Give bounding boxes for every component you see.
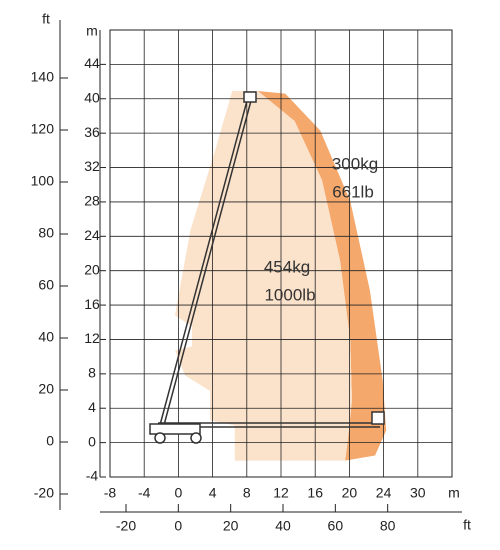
zone-label-imperial: 661lb — [332, 182, 374, 201]
x-tick-label: 4 — [209, 485, 217, 501]
x-tick-label: 8 — [243, 485, 251, 501]
x-tick-label: 12 — [273, 485, 289, 501]
x2-tick-label: -20 — [116, 518, 136, 534]
y2-tick-label: 20 — [38, 381, 54, 397]
y-tick-label: 0 — [88, 433, 96, 449]
y2-tick-label: 120 — [31, 121, 55, 137]
zone-label-imperial: 1000lb — [264, 285, 315, 304]
plot-border — [109, 29, 453, 478]
y2-tick-label: 140 — [31, 69, 55, 85]
x-tick-label: 30 — [410, 485, 426, 501]
x-tick-label: 16 — [307, 485, 323, 501]
x2-tick-label: 20 — [223, 518, 239, 534]
y-tick-label: 36 — [84, 124, 100, 140]
y2-tick-label: 0 — [46, 433, 54, 449]
y2-tick-label: -20 — [34, 485, 54, 501]
boom-lift — [149, 91, 385, 444]
y-tick-label: 8 — [88, 365, 96, 381]
y-tick-label: 24 — [84, 227, 100, 243]
load-zone — [257, 91, 387, 461]
x2-tick-label: 40 — [275, 518, 291, 534]
y-tick-label: -4 — [86, 468, 99, 484]
zone-label: 454kg — [264, 257, 310, 276]
x-tick-label: -4 — [138, 485, 151, 501]
y2-tick-label: 100 — [31, 173, 55, 189]
y-tick-label: 12 — [84, 330, 100, 346]
y2-tick-label: 80 — [38, 225, 54, 241]
x2-unit: ft — [463, 517, 471, 533]
y-unit: m — [86, 23, 98, 39]
zones — [174, 91, 387, 461]
x-tick-label: 0 — [175, 485, 183, 501]
y-tick-label: 16 — [84, 296, 100, 312]
y2-tick-label: 60 — [38, 277, 54, 293]
y-tick-label: 28 — [84, 193, 100, 209]
y-tick-label: 20 — [84, 261, 100, 277]
x2-tick-label: 80 — [380, 518, 396, 534]
zone-label: 300kg — [332, 154, 378, 173]
y-tick-label: 32 — [84, 158, 100, 174]
y-tick-label: 40 — [84, 89, 100, 105]
y2-tick-label: 40 — [38, 329, 54, 345]
x2-tick-label: 60 — [328, 518, 344, 534]
y2-unit: ft — [42, 11, 50, 27]
y-tick-label: 4 — [88, 399, 96, 415]
x-unit: m — [448, 485, 460, 501]
x-tick-label: 24 — [376, 485, 392, 501]
x2-tick-label: 0 — [174, 518, 182, 534]
x-tick-label: 20 — [342, 485, 358, 501]
grid — [109, 30, 452, 478]
load-zone — [174, 91, 352, 461]
y-tick-label: 44 — [84, 55, 100, 71]
x-tick-label: -8 — [104, 485, 117, 501]
